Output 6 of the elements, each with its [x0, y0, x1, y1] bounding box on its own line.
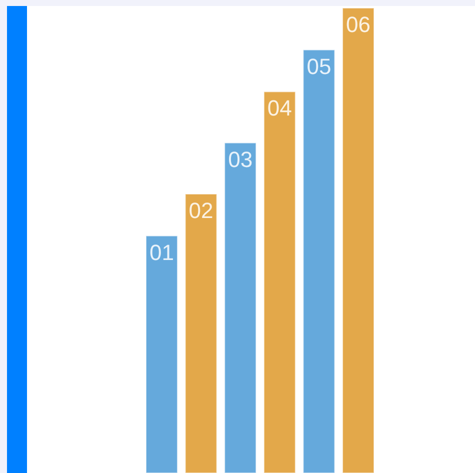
x-tick-label: 01	[149, 240, 174, 265]
x-tick-label: 04	[267, 96, 292, 121]
x-tick-label: 03	[228, 146, 253, 172]
x-tick-label: 06	[346, 12, 371, 37]
x-tick-label: 02	[188, 198, 214, 223]
x-tick-label: 05	[306, 54, 332, 79]
